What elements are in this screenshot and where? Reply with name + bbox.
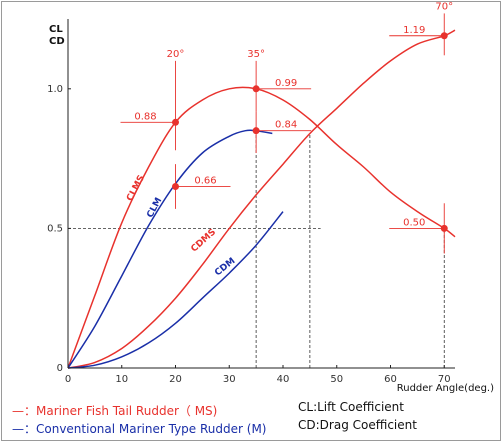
legend: —：Mariner Fish Tail Rudder（ MS) —：Conven… [12,400,312,436]
data-point-marker [172,118,179,126]
series-line-clms [67,86,456,369]
legend-ms-label: ：Mariner Fish Tail Rudder（ MS) [24,404,218,418]
series-line-cdm [67,211,284,369]
series-line-clm [67,129,273,369]
definitions: CL:Lift Coefficient CD:Drag Coefficient [298,400,498,436]
definition-cl: CL:Lift Coefficient [298,400,404,414]
legend-ms-swatch: — [12,404,24,418]
curve-label-clms: CLMS [125,174,147,203]
x-tick-label: 50 [330,374,343,385]
value-label: 0.84 [275,120,297,131]
x-axis-label: Rudder Angle(deg.) [397,383,494,394]
data-point-marker [440,224,448,232]
curve-label-cdm: CDM [213,256,237,278]
angle-label: 35° [247,49,265,60]
y-axis-label-cl: CL [49,24,63,35]
data-point-marker [252,127,260,135]
legend-m-swatch: — [12,422,24,436]
x-tick-label: 20 [169,374,182,385]
legend-item-ms: —：Mariner Fish Tail Rudder（ MS) [12,400,312,418]
data-point-marker [252,85,260,93]
definition-cd: CD:Drag Coefficient [298,418,417,432]
series-line-cdms [67,29,456,369]
angle-label: 70° [435,2,453,12]
x-tick-label: 30 [223,374,236,385]
chart-frame: 0.88 20° 0.66 0.99 35° 0.84 1.19 70° 0.50 0 10 20 3… [1,1,501,441]
x-tick-label: 10 [115,374,128,385]
legend-item-m: —：Conventional Mariner Type Rudder (M) [12,418,312,436]
data-point-marker [172,183,179,191]
y-axis-label-cd: CD [49,36,65,47]
x-tick-label: 70 [438,374,451,385]
x-tick-label: 60 [384,374,397,385]
legend-m-label: ：Conventional Mariner Type Rudder (M) [24,422,267,436]
y-tick-label: 0 [57,363,63,374]
y-tick-label: 0.5 [47,223,63,234]
x-tick-label: 0 [65,374,71,385]
value-label: 1.19 [403,25,425,36]
value-label: 0.66 [194,176,216,187]
angle-label: 20° [167,49,185,60]
curve-label-clm: CLM [146,196,165,220]
value-label: 0.88 [134,111,156,122]
x-tick-label: 40 [277,374,290,385]
value-label: 0.99 [275,78,297,89]
data-point-marker [440,32,448,40]
y-tick-label: 1.0 [47,84,63,95]
value-label: 0.50 [403,217,425,228]
